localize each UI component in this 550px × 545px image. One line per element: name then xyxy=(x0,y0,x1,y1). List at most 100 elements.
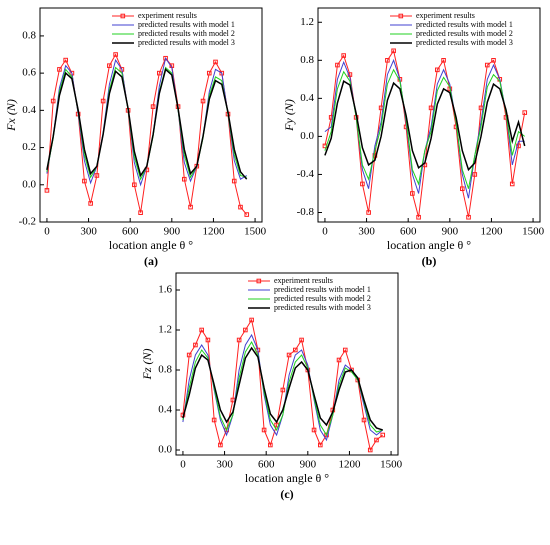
data-marker xyxy=(380,432,386,438)
data-marker xyxy=(286,352,292,358)
series-line xyxy=(46,53,248,215)
data-marker xyxy=(435,67,440,73)
y-tick-label: 0.2 xyxy=(22,141,36,153)
y-tick-label: 0.6 xyxy=(22,67,36,79)
data-marker xyxy=(88,201,93,206)
y-tick-label: 0.0 xyxy=(158,444,172,456)
y-axis-label: Fy (N) xyxy=(282,99,296,132)
x-tick-label: 300 xyxy=(216,459,233,471)
x-tick-label: 300 xyxy=(358,226,375,238)
x-tick-label: 1200 xyxy=(480,226,503,238)
data-marker xyxy=(211,417,217,423)
series-line xyxy=(46,68,248,180)
data-marker xyxy=(299,337,304,343)
y-tick-label: -0.8 xyxy=(297,206,315,218)
plot-frame xyxy=(39,7,263,223)
data-marker xyxy=(213,59,218,65)
y-tick-label: -0.2 xyxy=(19,216,36,228)
data-marker xyxy=(268,442,273,448)
y-tick-label: 1.2 xyxy=(300,16,314,28)
data-marker xyxy=(460,186,465,192)
data-marker xyxy=(516,143,521,149)
data-marker xyxy=(238,204,243,210)
y-tick-label: 0.4 xyxy=(158,404,172,416)
y-tick-label: 0.8 xyxy=(300,54,314,66)
y-tick-label: 0.0 xyxy=(300,130,314,142)
data-marker xyxy=(199,327,204,333)
data-marker xyxy=(94,173,100,178)
legend-marker xyxy=(398,13,404,19)
data-marker xyxy=(509,181,515,187)
data-marker xyxy=(391,48,396,54)
x-tick-label: 600 xyxy=(400,226,417,238)
legend-label: predicted results with model 3 xyxy=(138,38,235,47)
data-marker xyxy=(342,347,348,353)
data-marker xyxy=(416,214,421,220)
data-marker xyxy=(193,342,198,348)
data-marker xyxy=(150,104,156,109)
data-marker xyxy=(100,98,106,104)
x-tick-label: 300 xyxy=(80,226,97,238)
data-marker xyxy=(236,337,242,343)
plot-frame xyxy=(317,7,541,223)
legend-marker xyxy=(120,13,126,19)
data-marker xyxy=(188,204,193,210)
legend-label: predicted results with model 1 xyxy=(416,20,513,29)
legend-label: predicted results with model 1 xyxy=(138,20,235,29)
y-axis-label: Fz (N) xyxy=(140,349,154,381)
x-axis-label: location angle θ ° xyxy=(245,471,329,485)
x-tick-label: 1500 xyxy=(380,459,403,471)
data-marker xyxy=(261,427,267,433)
x-tick-label: 1200 xyxy=(338,459,361,471)
data-marker xyxy=(205,337,211,343)
data-marker xyxy=(491,58,496,63)
panel-label: (a) xyxy=(144,254,158,268)
data-marker xyxy=(280,387,286,393)
y-tick-label: -0.4 xyxy=(297,168,315,180)
data-marker xyxy=(522,110,528,115)
data-marker xyxy=(249,317,254,323)
legend-label: predicted results with model 2 xyxy=(416,29,513,38)
legend-label: experiment results xyxy=(138,11,197,20)
data-marker xyxy=(385,58,390,63)
legend-label: predicted results with model 2 xyxy=(274,294,371,303)
data-marker xyxy=(182,176,187,182)
data-marker xyxy=(361,417,367,423)
y-axis-label: Fx (N) xyxy=(4,99,18,132)
series-line xyxy=(324,68,526,189)
y-tick-label: 0.0 xyxy=(22,178,36,190)
x-tick-label: 900 xyxy=(164,226,181,238)
data-marker xyxy=(231,178,237,184)
legend-label: predicted results with model 1 xyxy=(274,285,371,294)
y-tick-label: 0.4 xyxy=(300,92,314,104)
legend-label: predicted results with model 3 xyxy=(416,38,513,47)
data-marker xyxy=(50,98,56,104)
data-marker xyxy=(107,63,112,68)
data-marker xyxy=(335,62,340,68)
data-marker xyxy=(218,442,223,448)
x-axis-label: location angle θ ° xyxy=(109,238,193,252)
y-tick-label: 1.6 xyxy=(158,284,172,296)
legend-label: experiment results xyxy=(274,276,333,285)
x-tick-label: 600 xyxy=(258,459,275,471)
legend-label: experiment results xyxy=(416,11,475,20)
data-marker xyxy=(63,57,68,63)
panel-label: (c) xyxy=(280,487,293,501)
data-marker xyxy=(57,67,62,72)
y-tick-label: 0.4 xyxy=(22,104,36,116)
y-tick-label: 1.2 xyxy=(158,324,172,336)
series-line xyxy=(324,80,526,172)
data-marker xyxy=(466,214,471,220)
plot-frame xyxy=(175,272,399,456)
x-tick-label: 900 xyxy=(442,226,459,238)
data-marker xyxy=(132,182,137,188)
data-marker xyxy=(186,352,192,358)
series-line xyxy=(182,346,383,431)
data-marker xyxy=(367,447,373,453)
x-tick-label: 600 xyxy=(122,226,139,238)
data-marker xyxy=(244,212,250,217)
data-marker xyxy=(441,58,446,63)
data-marker xyxy=(318,442,323,448)
data-marker xyxy=(336,357,342,363)
